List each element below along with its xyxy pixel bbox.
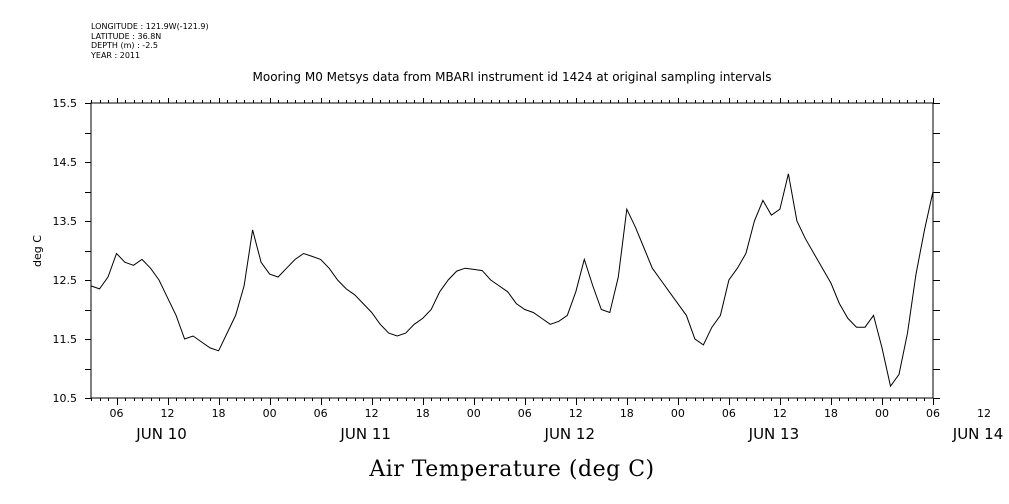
x-tick-label: 00 [263, 407, 277, 420]
year-text: YEAR : 2011 [91, 50, 141, 60]
plot-border [90, 102, 934, 399]
latitude-text: LATITUDE : 36.8N [91, 31, 162, 41]
longitude-text: LONGITUDE : 121.9W(-121.9) [91, 22, 209, 31]
y-tick-label: 10.5 [53, 392, 78, 405]
plot-frame [90, 102, 934, 399]
x-day-label: JUN 14 [952, 425, 1003, 443]
x-axis-label: Air Temperature (deg C) [368, 457, 654, 482]
x-tick-label: 12 [365, 407, 379, 420]
metadata-block: LONGITUDE : 121.9W(-121.9) LATITUDE : 36… [91, 22, 209, 60]
x-day-label: JUN 11 [339, 425, 390, 443]
temperature-series-line [90, 173, 934, 388]
x-tick-label: 00 [875, 407, 889, 420]
y-tick-label: 15.5 [53, 97, 78, 110]
x-tick-label: 18 [212, 407, 226, 420]
x-tick-label: 06 [314, 407, 328, 420]
x-day-label: JUN 10 [135, 425, 186, 443]
y-axis-label: deg C [31, 235, 44, 267]
x-tick-label: 12 [569, 407, 583, 420]
x-tick-label: 12 [773, 407, 787, 420]
x-day-label: JUN 12 [544, 425, 595, 443]
y-axis: 10.5 11.5 12.5 13.5 14.5 15.5 [53, 97, 940, 405]
chart-title: Mooring M0 Metsys data from MBARI instru… [253, 70, 772, 84]
x-tick-label: 18 [416, 407, 430, 420]
y-tick-label: 14.5 [53, 156, 78, 169]
x-axis: 0612180006121800061218000612180006121800… [91, 98, 1003, 443]
x-tick-label: 00 [671, 407, 685, 420]
x-tick-label: 18 [620, 407, 634, 420]
y-tick-label: 13.5 [53, 215, 78, 228]
x-tick-label: 06 [722, 407, 736, 420]
x-tick-label: 12 [161, 407, 175, 420]
x-tick-label: 12 [977, 407, 991, 420]
y-tick-label: 11.5 [53, 333, 78, 346]
depth-text: DEPTH (m) : -2.5 [91, 41, 158, 50]
x-day-label: JUN 13 [748, 425, 799, 443]
x-tick-label: 06 [518, 407, 532, 420]
x-tick-label: 06 [110, 407, 124, 420]
x-tick-label: 00 [467, 407, 481, 420]
x-tick-label: 06 [926, 407, 940, 420]
y-tick-label: 12.5 [53, 274, 78, 287]
x-tick-label: 18 [824, 407, 838, 420]
